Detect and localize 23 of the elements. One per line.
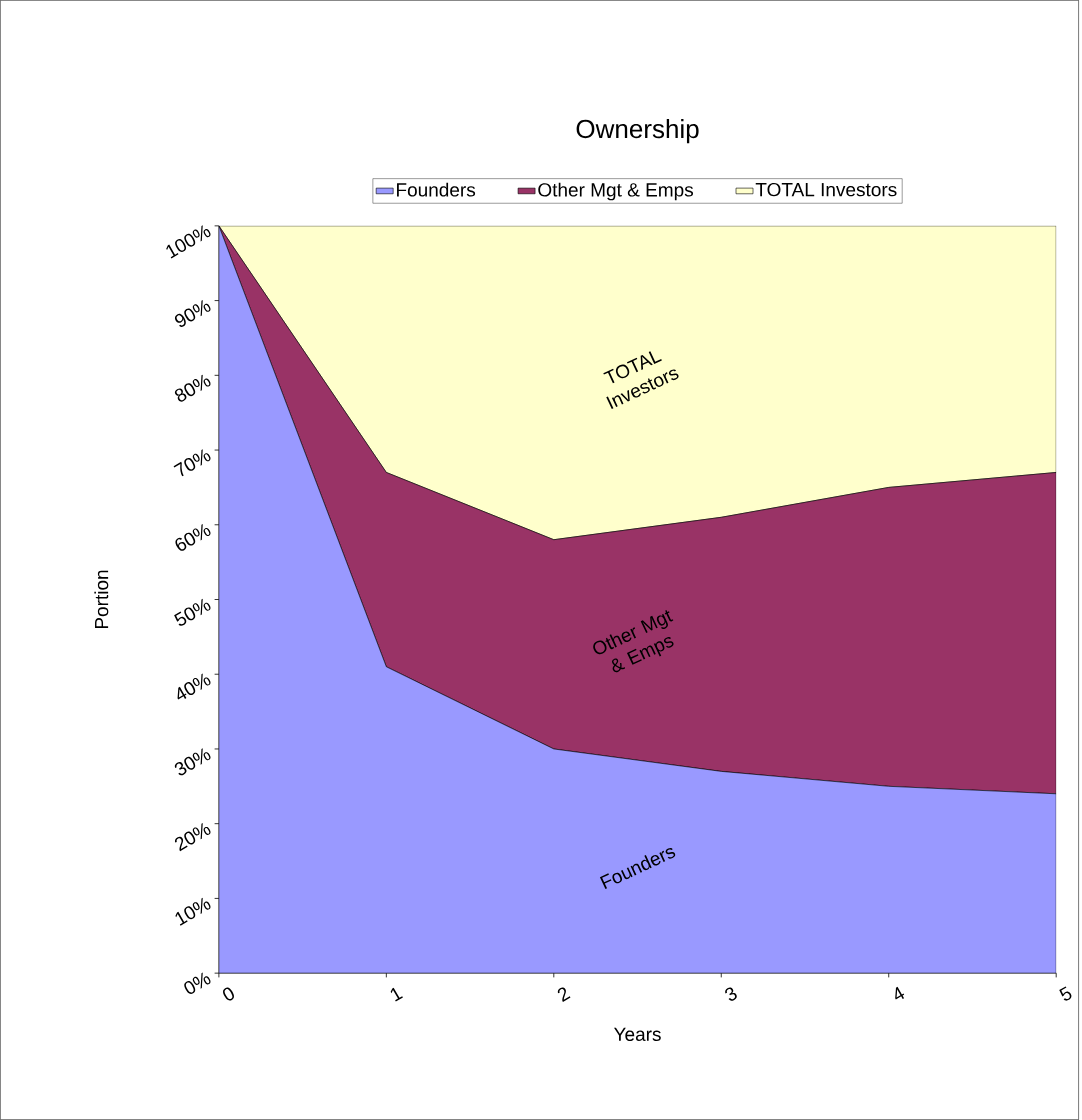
x-tick-label: 0 [222,987,234,1001]
y-tick-label: 90% [174,299,211,327]
x-tick-label: 1 [390,987,403,1002]
x-tick-label: 4 [895,986,905,1000]
x-tick-label: 3 [724,987,737,1001]
y-tick-label: 70% [173,449,211,477]
y-tick-label: 10% [175,897,211,926]
chart-title: Ownership [576,119,699,144]
y-tick-label: 80% [174,374,211,402]
x-tick-label: 2 [557,987,571,1002]
y-tick-label: 0% [184,972,211,994]
legend-label: TOTAL Investors [755,182,897,197]
x-axis-title: Years [613,1027,661,1042]
y-axis-title: Portion [94,570,109,629]
y-tick-label: 50% [173,598,211,626]
annotation: Other Mgt & Emps [593,610,674,673]
y-tick-label: 30% [174,748,211,776]
x-tick-label: 5 [1059,986,1072,1001]
y-tick-label: 40% [177,673,211,700]
y-tick-label: 20% [174,823,211,852]
legend-label: Other Mgt & Emps [538,182,693,201]
y-tick-label: 60% [175,524,211,551]
legend-label: Founders [396,182,475,197]
